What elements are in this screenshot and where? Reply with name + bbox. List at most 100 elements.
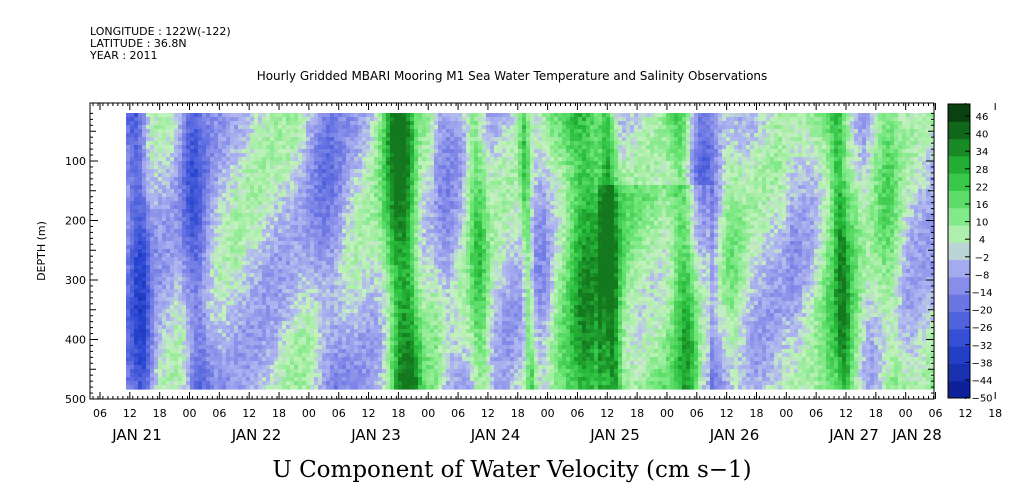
heatmap-cell xyxy=(794,165,799,170)
heatmap-cell xyxy=(446,165,451,170)
heatmap-cell xyxy=(694,209,699,214)
heatmap-cell xyxy=(594,137,599,142)
heatmap-cell xyxy=(702,173,707,178)
heatmap-cell xyxy=(434,197,439,202)
heatmap-cell xyxy=(458,201,463,206)
heatmap-cell xyxy=(882,145,887,150)
heatmap-cell xyxy=(718,129,723,134)
heatmap-cell xyxy=(898,125,903,130)
heatmap-cell xyxy=(750,113,755,118)
heatmap-cell xyxy=(730,129,735,134)
heatmap-cell xyxy=(206,169,211,174)
heatmap-cell xyxy=(914,201,919,206)
heatmap-cell xyxy=(682,169,687,174)
heatmap-cell xyxy=(502,153,507,158)
heatmap-cell xyxy=(574,129,579,134)
heatmap-cell xyxy=(854,117,859,122)
heatmap-cell xyxy=(678,117,683,122)
heatmap-cell xyxy=(518,169,523,174)
heatmap-cell xyxy=(254,157,259,162)
heatmap-cell xyxy=(454,149,459,154)
heatmap-cell xyxy=(578,197,583,202)
heatmap-cell xyxy=(770,177,775,182)
heatmap-cell xyxy=(702,121,707,126)
heatmap-cell xyxy=(590,193,595,198)
heatmap-cell xyxy=(702,133,707,138)
heatmap-cell xyxy=(586,137,591,142)
heatmap-cell xyxy=(158,113,163,118)
heatmap-cell xyxy=(754,121,759,126)
heatmap-cell xyxy=(254,185,259,190)
heatmap-cell xyxy=(614,129,619,134)
heatmap-cell xyxy=(382,205,387,210)
heatmap-cell xyxy=(458,153,463,158)
heatmap-cell xyxy=(410,133,415,138)
heatmap-cell xyxy=(458,185,463,190)
heatmap-cell xyxy=(658,169,663,174)
heatmap-cell xyxy=(238,169,243,174)
heatmap-cell xyxy=(294,185,299,190)
heatmap-cell xyxy=(674,197,679,202)
heatmap-cell xyxy=(842,137,847,142)
heatmap-cell xyxy=(894,177,899,182)
heatmap-cell xyxy=(166,197,171,202)
heatmap-cell xyxy=(906,121,911,126)
heatmap-cell xyxy=(170,165,175,170)
heatmap-cell xyxy=(838,177,843,182)
heatmap-cell xyxy=(154,145,159,150)
heatmap-cell xyxy=(314,129,319,134)
heatmap-cell xyxy=(670,197,675,202)
heatmap-cell xyxy=(498,137,503,142)
heatmap-cell xyxy=(178,161,183,166)
heatmap-cell xyxy=(342,129,347,134)
heatmap-cell xyxy=(638,161,643,166)
heatmap-cell xyxy=(886,205,891,210)
heatmap-cell xyxy=(390,129,395,134)
heatmap-cell xyxy=(494,125,499,130)
heatmap-cell xyxy=(574,209,579,214)
heatmap-cell xyxy=(666,133,671,138)
heatmap-cell xyxy=(270,209,275,214)
heatmap-cell xyxy=(878,113,883,118)
heatmap-cell xyxy=(178,125,183,130)
heatmap-cell xyxy=(142,201,147,206)
heatmap-cell xyxy=(290,209,295,214)
heatmap-cell xyxy=(550,205,555,210)
heatmap-cell xyxy=(538,133,543,138)
heatmap-cell xyxy=(842,181,847,186)
heatmap-cell xyxy=(790,129,795,134)
heatmap-cell xyxy=(670,165,675,170)
heatmap-cell xyxy=(726,181,731,186)
heatmap-cell xyxy=(878,173,883,178)
heatmap-cell xyxy=(774,177,779,182)
heatmap-cell xyxy=(706,121,711,126)
heatmap-cell xyxy=(734,141,739,146)
heatmap-cell xyxy=(834,165,839,170)
heatmap-cell xyxy=(350,173,355,178)
heatmap-cell xyxy=(566,189,571,194)
heatmap-cell xyxy=(682,201,687,206)
heatmap-cell xyxy=(594,161,599,166)
heatmap-cell xyxy=(622,137,627,142)
heatmap-cell xyxy=(862,165,867,170)
heatmap-cell xyxy=(238,177,243,182)
heatmap-cell xyxy=(438,117,443,122)
heatmap-cell xyxy=(474,121,479,126)
heatmap-cell xyxy=(134,129,139,134)
heatmap-cell xyxy=(214,205,219,210)
heatmap-cell xyxy=(706,157,711,162)
heatmap-cell xyxy=(146,149,151,154)
heatmap-cell xyxy=(226,117,231,122)
heatmap-cell xyxy=(278,149,283,154)
heatmap-cell xyxy=(786,133,791,138)
heatmap-cell xyxy=(518,125,523,130)
heatmap-cell xyxy=(810,197,815,202)
heatmap-cell xyxy=(178,201,183,206)
heatmap-cell xyxy=(726,133,731,138)
heatmap-cell xyxy=(246,125,251,130)
heatmap-cell xyxy=(690,177,695,182)
heatmap-cell xyxy=(274,193,279,198)
heatmap-cell xyxy=(758,197,763,202)
heatmap-cell xyxy=(802,185,807,190)
heatmap-cell xyxy=(766,129,771,134)
